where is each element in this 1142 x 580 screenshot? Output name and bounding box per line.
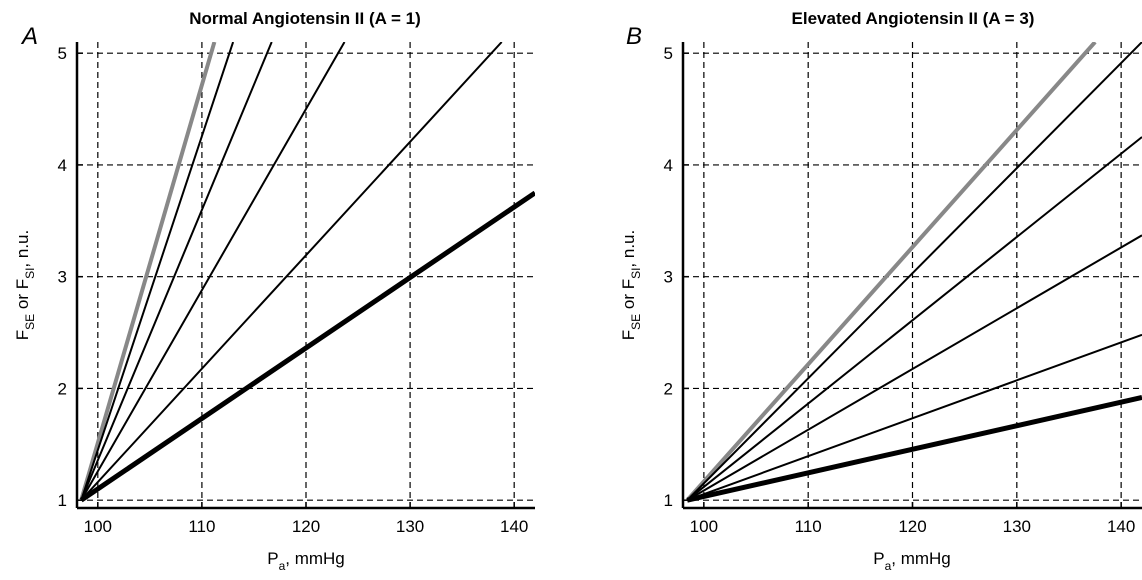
y-tick-label: 5 bbox=[58, 44, 67, 63]
x-tick-label: 120 bbox=[292, 517, 320, 536]
x-axis-label: Pa, mmHg bbox=[873, 549, 951, 573]
series-line bbox=[686, 136, 1142, 501]
x-tick-label: 130 bbox=[396, 517, 424, 536]
y-tick-label: 4 bbox=[58, 156, 67, 175]
series-group bbox=[685, 42, 1142, 503]
x-tick-label: 130 bbox=[1003, 517, 1031, 536]
series-line bbox=[80, 42, 346, 501]
y-tick-label: 3 bbox=[664, 268, 673, 287]
series-line bbox=[686, 394, 1142, 503]
y-tick-label: 4 bbox=[664, 156, 673, 175]
x-tick-label: 110 bbox=[795, 517, 822, 536]
y-tick-label: 1 bbox=[664, 491, 673, 510]
x-axis-label: Pa, mmHg bbox=[267, 549, 345, 573]
x-tick-label: 100 bbox=[84, 517, 112, 536]
y-tick-label: 3 bbox=[58, 268, 67, 287]
x-tick-label: 100 bbox=[690, 517, 718, 536]
x-tick-label: 110 bbox=[188, 517, 215, 536]
x-tick-label: 140 bbox=[1107, 517, 1135, 536]
y-tick-label: 5 bbox=[664, 44, 673, 63]
y-tick-label: 2 bbox=[58, 379, 67, 398]
panel-label: A bbox=[20, 23, 38, 50]
series-line bbox=[79, 42, 217, 501]
series-line bbox=[80, 42, 503, 501]
chart-title: Elevated Angiotensin II (A = 3) bbox=[792, 9, 1035, 28]
chart-panel-a: 100 110 120 130 140 1 2 3 4 5 Normal Angiotensin I… bbox=[13, 9, 535, 573]
series-line bbox=[79, 190, 535, 503]
chart-title: Normal Angiotensin II (A = 1) bbox=[189, 9, 421, 28]
y-tick-label: 1 bbox=[58, 491, 67, 510]
series-group bbox=[79, 42, 535, 503]
panel-label: B bbox=[626, 23, 642, 50]
y-axis-label: FSE or FSI, n.u. bbox=[13, 230, 37, 341]
x-tick-label: 120 bbox=[898, 517, 926, 536]
series-line bbox=[80, 42, 235, 501]
chart-panel-b: 100 110 120 130 140 1 2 3 4 5 Elevated Angiotensin… bbox=[619, 9, 1142, 573]
series-line bbox=[686, 42, 1142, 501]
y-axis-label: FSE or FSI, n.u. bbox=[619, 230, 643, 341]
y-tick-label: 2 bbox=[664, 379, 673, 398]
series-line bbox=[80, 42, 273, 501]
x-tick-label: 140 bbox=[500, 517, 528, 536]
series-line bbox=[686, 333, 1142, 502]
series-line bbox=[686, 234, 1142, 502]
series-line bbox=[685, 42, 1097, 502]
